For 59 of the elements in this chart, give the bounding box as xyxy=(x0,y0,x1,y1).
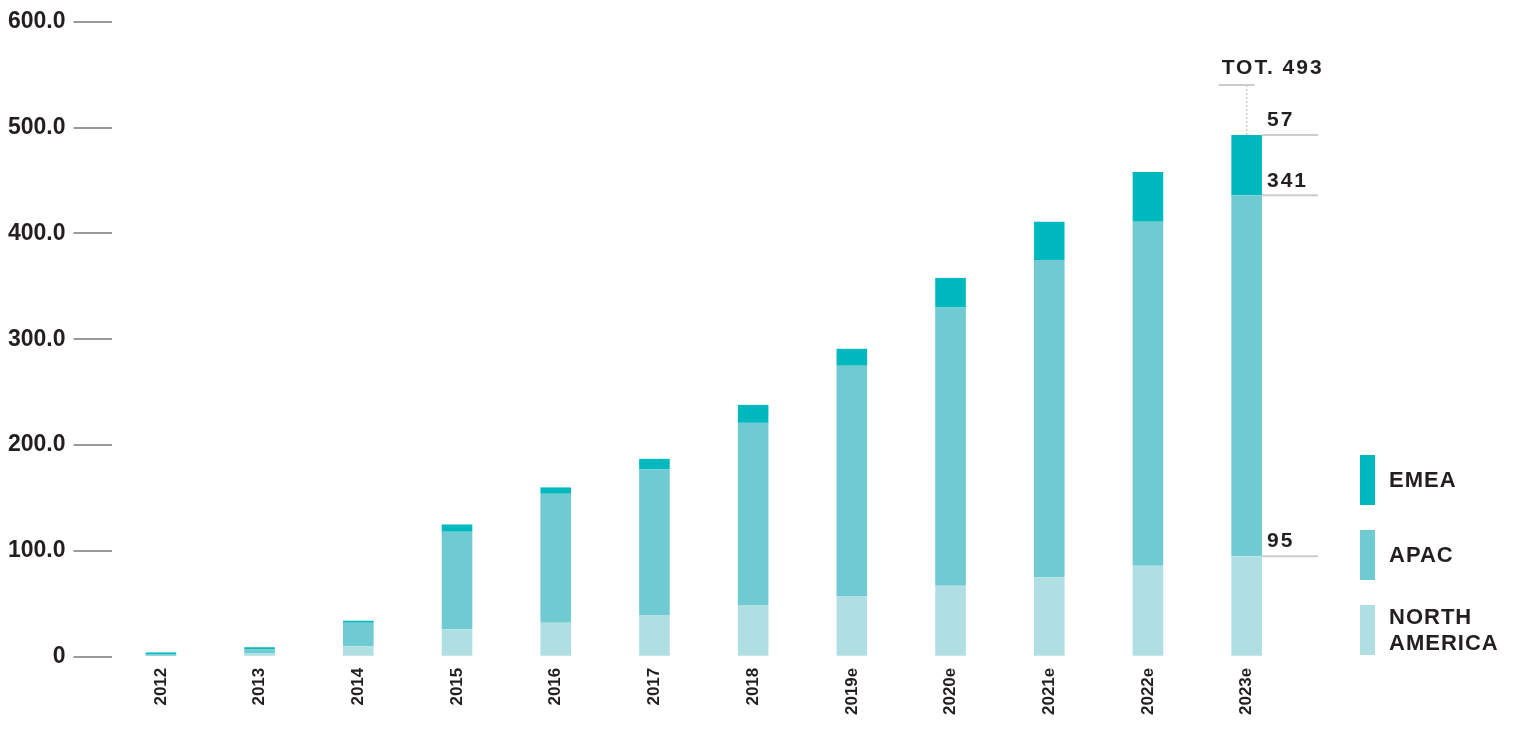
bar xyxy=(639,469,670,616)
data-label: 57 xyxy=(1266,107,1295,131)
bar xyxy=(540,487,572,494)
bar xyxy=(836,596,868,656)
y-tick-label: 300.0 xyxy=(7,324,66,351)
bar xyxy=(836,348,868,366)
bar xyxy=(1132,565,1164,656)
legend-label: NORTH AMERICA xyxy=(1389,604,1500,656)
bar xyxy=(540,493,572,623)
bar xyxy=(1033,577,1065,656)
y-tick-label: 400.0 xyxy=(7,218,66,245)
bar xyxy=(836,365,868,597)
x-tick-label: 2019e xyxy=(841,667,861,716)
bar xyxy=(935,307,966,586)
bar xyxy=(639,615,670,656)
bar xyxy=(737,604,769,656)
bar xyxy=(737,404,769,423)
bar xyxy=(1033,221,1065,260)
bar xyxy=(343,622,374,647)
x-tick-label: 2012 xyxy=(150,667,170,706)
bar xyxy=(441,629,473,656)
bar xyxy=(1132,172,1164,222)
data-label: 341 xyxy=(1266,167,1308,191)
bar xyxy=(639,458,670,470)
bar xyxy=(1231,135,1262,196)
bar xyxy=(343,620,374,623)
bar xyxy=(540,622,572,656)
y-tick-label: 100.0 xyxy=(7,536,66,563)
data-label: 95 xyxy=(1266,528,1295,552)
bar xyxy=(441,531,473,630)
bar xyxy=(935,585,966,656)
bar xyxy=(737,422,769,605)
total-label: TOT. 493 xyxy=(1221,55,1324,79)
x-tick-label: 2020e xyxy=(940,667,960,716)
bar xyxy=(1231,556,1262,656)
legend-label: APAC xyxy=(1389,542,1455,568)
x-tick-label: 2016 xyxy=(545,667,565,706)
bar xyxy=(343,646,374,656)
x-tick-label: 2022e xyxy=(1137,667,1157,716)
y-tick-label: 0 xyxy=(52,642,66,669)
x-tick-label: 2023e xyxy=(1236,667,1256,716)
bar xyxy=(1132,221,1164,566)
y-tick-label: 500.0 xyxy=(7,112,66,139)
y-tick-label: 600.0 xyxy=(7,7,66,34)
bar xyxy=(244,647,275,650)
x-tick-label: 2017 xyxy=(644,667,664,706)
x-tick-label: 2015 xyxy=(446,667,466,706)
bar xyxy=(244,653,275,656)
x-tick-label: 2013 xyxy=(249,667,269,706)
bar xyxy=(244,649,275,654)
legend-label: EMEA xyxy=(1389,467,1458,493)
x-tick-label: 2021e xyxy=(1038,667,1058,716)
y-tick-label: 200.0 xyxy=(7,430,66,457)
bar xyxy=(1033,259,1065,578)
bar xyxy=(1231,195,1262,557)
x-tick-label: 2014 xyxy=(348,667,367,706)
x-tick-label: 2018 xyxy=(742,667,762,706)
bar xyxy=(935,277,966,308)
bar xyxy=(441,524,473,532)
